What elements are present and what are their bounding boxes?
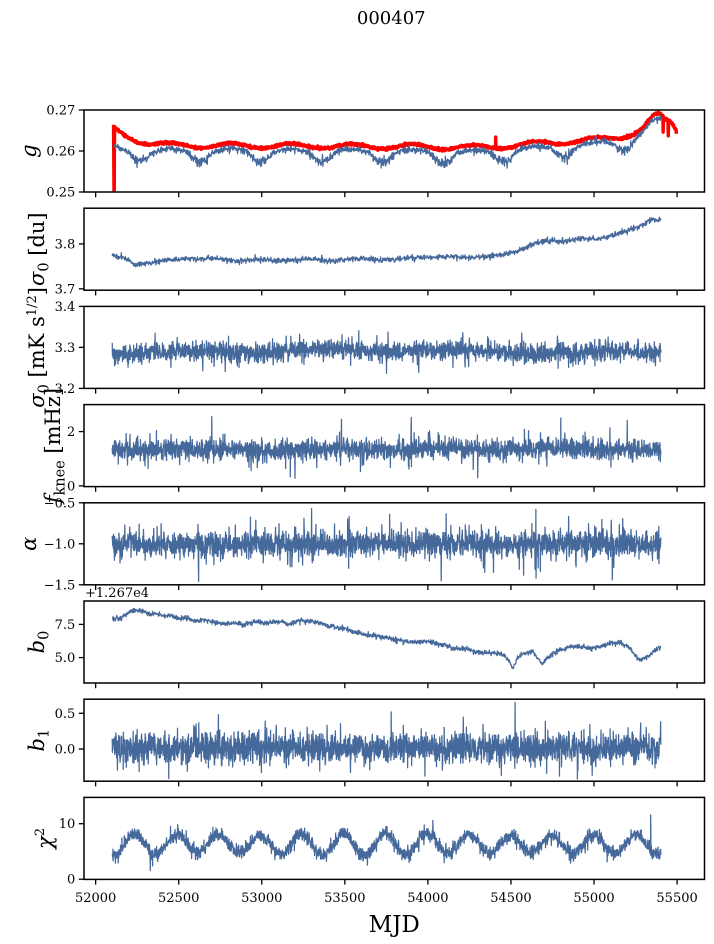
- x-ticks-chi2: 52000 52500 53000 53500 54000 54500 55000 55500: [75, 879, 698, 906]
- y-tick-label: 5.0: [55, 651, 76, 666]
- x-tick-label: 55000: [573, 891, 614, 906]
- y-axis-label-sigma0-mK: σ0 [mK s1/2]: [25, 287, 53, 408]
- y-tick-label: 0: [67, 479, 75, 494]
- panels-group: 0.25 0.26 0.27 g 3.7 3.8σ0 [du] 3.2 3.3 3.4σ0 [m…: [17, 103, 706, 906]
- x-tick-label: 55500: [656, 891, 697, 906]
- panel-b1: 0.0 0.5b1: [25, 698, 706, 787]
- y-tick-label: 7.5: [55, 618, 76, 633]
- y-ticks-sigma0-du: 3.7 3.8: [55, 237, 84, 297]
- series-b0: [111, 607, 662, 670]
- y-ticks-fknee: 02: [67, 425, 84, 494]
- x-ticks-gain: [94, 192, 678, 198]
- y-tick-label: −1.5: [44, 578, 76, 593]
- x-ticks-fknee: [94, 486, 678, 492]
- x-ticks-sigma0-mK: [94, 388, 678, 394]
- x-axis-label: MJD: [369, 912, 420, 938]
- panel-sigma0-du: 3.7 3.8σ0 [du]: [25, 207, 706, 297]
- panel-chi2: 52000 52500 53000 53500 54000 54500 55000 55500…: [33, 796, 706, 906]
- y-tick-label: 3.4: [55, 300, 76, 315]
- series-sigma0-du: [111, 216, 662, 268]
- y-axis-label-b1: b1: [25, 729, 53, 752]
- axes-spines-sigma0-du: [83, 207, 706, 291]
- y-tick-label: 10: [59, 817, 76, 832]
- y-axis-label-sigma0-du: σ0 [du]: [25, 212, 53, 286]
- y-ticks-chi2: 0 10: [59, 817, 84, 888]
- y-tick-label: 0.5: [55, 707, 76, 722]
- axes-spines-chi2: [83, 796, 706, 881]
- y-tick-label: −0.5: [44, 496, 76, 511]
- series-chi2: [111, 814, 662, 872]
- x-tick-label: 54000: [407, 891, 448, 906]
- x-tick-label: 53500: [324, 891, 365, 906]
- x-tick-label: 52000: [75, 891, 116, 906]
- panel-b0: 5.0 7.5 +1.267e4 b0: [25, 586, 706, 689]
- y-tick-label: 3.3: [55, 341, 76, 356]
- x-ticks-alpha: [94, 584, 678, 590]
- panel-alpha: −1.5 −1.0 −0.5 α: [17, 496, 706, 593]
- series-alpha: [111, 507, 662, 583]
- x-ticks-sigma0-du: [94, 290, 678, 296]
- y-axis-label-chi2: χ2: [33, 828, 57, 851]
- y-axis-label-alpha: α: [17, 537, 41, 551]
- x-tick-label: 54500: [490, 891, 531, 906]
- y-tick-label: 3.2: [55, 382, 76, 397]
- y-ticks-alpha: −1.5 −1.0 −0.5: [44, 496, 84, 593]
- series-gain-model: [111, 110, 679, 192]
- y-tick-label: 3.8: [55, 237, 76, 252]
- series-b1: [111, 701, 662, 780]
- y-ticks-gain: 0.25 0.26 0.27: [46, 103, 84, 200]
- x-tick-label: 52500: [158, 891, 199, 906]
- axes-spines-b1: [83, 698, 706, 782]
- y-axis-label-gain: g: [17, 144, 41, 157]
- x-ticks-b0: [94, 683, 678, 689]
- x-ticks-b1: [94, 781, 678, 787]
- y-tick-label: 0.26: [46, 144, 75, 159]
- y-tick-label: −1.0: [44, 537, 76, 552]
- y-tick-label: 0.25: [46, 185, 75, 200]
- axes-spines-b0: [83, 600, 706, 684]
- y-ticks-b1: 0.0 0.5: [55, 707, 84, 757]
- panel-sigma0-mK: 3.2 3.3 3.4σ0 [mK s1/2]: [25, 287, 706, 408]
- y-axis-label-fknee: fknee [mHz]: [41, 388, 69, 505]
- y-ticks-sigma0-mK: 3.2 3.3 3.4: [55, 300, 84, 397]
- y-tick-label: 3.7: [55, 282, 76, 297]
- y-tick-label: 0.0: [55, 742, 76, 757]
- x-tick-label: 53000: [241, 891, 282, 906]
- series-sigma0-mK: [111, 330, 662, 374]
- panel-gain: 0.25 0.26 0.27 g: [17, 103, 706, 200]
- series-gain-raw: [113, 114, 662, 169]
- y-tick-label: 2: [67, 425, 75, 440]
- y-axis-label-b0: b0: [25, 631, 53, 654]
- y-ticks-b0: 5.0 7.5: [55, 618, 84, 666]
- offset-text-b0: +1.267e4: [85, 586, 149, 601]
- figure-title: 000407: [357, 8, 426, 29]
- axes-spines-fknee: [83, 403, 706, 488]
- y-tick-label: 0: [67, 873, 75, 888]
- y-tick-label: 0.27: [46, 103, 75, 118]
- series-fknee: [111, 416, 662, 479]
